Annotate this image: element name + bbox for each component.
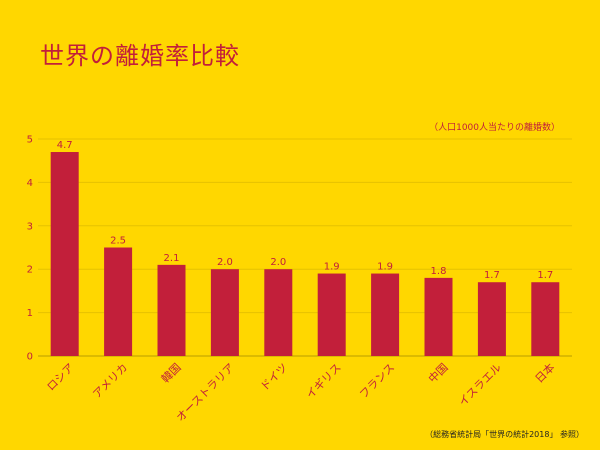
data-labels: 4.7 2.5 2.1 2.0 2.0 1.9 1.9 1.8 1.7 1.7 — [57, 140, 554, 281]
bar — [210, 269, 239, 356]
data-label: 1.7 — [484, 270, 500, 281]
bar — [424, 277, 453, 356]
y-tick-label: 1 — [27, 308, 33, 319]
bars — [50, 152, 560, 356]
x-tick-label: 日本 — [532, 360, 557, 385]
x-tick-label: 韓国 — [159, 361, 184, 386]
data-label: 2.0 — [217, 257, 233, 268]
bar — [531, 282, 560, 356]
data-label: 2.1 — [164, 253, 180, 264]
data-label: 2.5 — [110, 236, 126, 247]
unit-note: （人口1000人当たりの離婚数） — [429, 123, 560, 133]
bar — [371, 273, 400, 356]
source-note: （総務省統計局「世界の統計2018」 参照） — [425, 430, 584, 439]
data-label: 4.7 — [57, 140, 73, 151]
data-label: 1.8 — [431, 266, 447, 277]
chart-title: 世界の離婚率比較 — [40, 42, 240, 70]
y-tick-label: 4 — [27, 178, 33, 189]
data-label: 1.7 — [537, 270, 553, 281]
data-label: 2.0 — [270, 257, 286, 268]
data-label: 1.9 — [377, 262, 393, 273]
y-tick-label: 3 — [27, 221, 33, 232]
x-tick-label: 中国 — [426, 361, 451, 386]
x-tick-label: ドイツ — [258, 361, 291, 394]
bar — [157, 264, 186, 356]
x-tick-label: アメリカ — [90, 361, 130, 401]
data-label: 1.9 — [324, 262, 340, 273]
x-tick-label: イギリス — [304, 361, 344, 401]
bar — [317, 273, 346, 356]
bar — [477, 282, 506, 356]
x-tick-label: フランス — [357, 361, 397, 401]
y-tick-label: 0 — [27, 352, 33, 363]
bar — [104, 247, 133, 356]
bar — [50, 152, 79, 356]
y-tick-label: 2 — [27, 265, 33, 276]
bar — [264, 269, 293, 356]
y-tick-label: 5 — [27, 135, 33, 146]
x-tick-label: イスラエル — [456, 361, 504, 409]
x-tick-label: ロシア — [44, 361, 77, 394]
